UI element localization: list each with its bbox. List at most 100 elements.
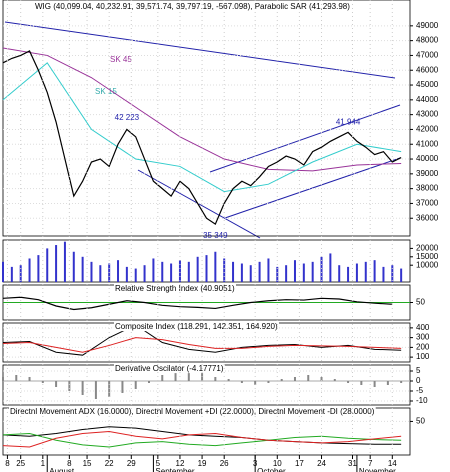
trend-line bbox=[137, 169, 261, 239]
month-label: October bbox=[257, 467, 286, 472]
y-tick-label: 48000 bbox=[416, 36, 439, 45]
y-tick-label: 300 bbox=[416, 333, 430, 342]
panel-title: Derivative Oscilator (-4.17771) bbox=[115, 364, 224, 373]
title-background bbox=[9, 407, 376, 417]
title-background bbox=[114, 322, 279, 332]
x-tick-label: 8 bbox=[67, 459, 72, 468]
bar bbox=[293, 377, 296, 381]
x-tick-label: 19 bbox=[198, 459, 207, 468]
y-tick-label: 43000 bbox=[416, 110, 439, 119]
y-tick-label: 44000 bbox=[416, 95, 439, 104]
y-tick-label: 38000 bbox=[416, 184, 439, 193]
x-tick-label: 12 bbox=[176, 459, 185, 468]
bar bbox=[147, 381, 150, 383]
bar bbox=[214, 377, 217, 381]
bar bbox=[94, 381, 97, 399]
bar bbox=[258, 261, 261, 282]
y-tick-label: 50 bbox=[416, 298, 425, 307]
bar bbox=[249, 265, 252, 282]
y-tick-label: 15000 bbox=[416, 252, 439, 261]
trend-line bbox=[209, 104, 401, 173]
bar bbox=[373, 260, 376, 282]
bar bbox=[355, 263, 358, 282]
bar bbox=[28, 377, 31, 381]
x-tick-label: 10 bbox=[273, 459, 282, 468]
y-tick-label: 37000 bbox=[416, 199, 439, 208]
bar bbox=[254, 381, 257, 385]
bar bbox=[187, 261, 190, 282]
bar bbox=[178, 260, 181, 282]
panel-title: Composite Index (118.291, 142.351, 164.9… bbox=[115, 322, 278, 331]
x-tick-label: 5 bbox=[156, 459, 161, 468]
bar bbox=[267, 258, 270, 282]
bar bbox=[81, 381, 84, 395]
bar bbox=[99, 265, 102, 282]
bar bbox=[280, 379, 283, 381]
y-tick-label: 20000 bbox=[416, 244, 439, 253]
bar bbox=[121, 381, 124, 393]
series-label: SK 15 bbox=[95, 87, 117, 96]
panel-title: Relative Strength Index (40.9051) bbox=[115, 284, 235, 293]
bar bbox=[205, 255, 208, 282]
bar bbox=[382, 266, 385, 282]
y-tick-label: 42000 bbox=[416, 125, 439, 134]
bar bbox=[223, 258, 226, 282]
bar bbox=[338, 265, 341, 282]
x-tick-label: 1 bbox=[41, 459, 46, 468]
bar bbox=[400, 381, 403, 383]
series-label: SK 45 bbox=[110, 55, 132, 64]
x-tick-label: 14 bbox=[388, 459, 397, 468]
annotation: 42 223 bbox=[115, 113, 140, 122]
price-line bbox=[2, 50, 402, 226]
bar bbox=[196, 256, 199, 282]
bar bbox=[19, 265, 22, 282]
bar bbox=[170, 263, 173, 282]
bar bbox=[63, 241, 66, 282]
price-line bbox=[2, 296, 393, 311]
bar bbox=[232, 261, 235, 282]
bar bbox=[320, 256, 323, 282]
y-tick-label: 40000 bbox=[416, 154, 439, 163]
bar bbox=[55, 381, 58, 387]
x-tick-label: 7 bbox=[368, 459, 373, 468]
y-tick-label: 50 bbox=[416, 417, 425, 426]
bar bbox=[37, 255, 40, 282]
x-tick-label: 24 bbox=[317, 459, 326, 468]
bar bbox=[214, 251, 217, 282]
bar bbox=[373, 381, 376, 387]
panel-frame bbox=[2, 0, 411, 237]
bar bbox=[55, 245, 58, 282]
y-tick-label: 0 bbox=[416, 376, 421, 385]
bar bbox=[276, 266, 279, 282]
bar bbox=[2, 377, 4, 381]
series-line bbox=[2, 47, 402, 172]
bar bbox=[90, 261, 93, 282]
bar bbox=[2, 261, 4, 282]
bar bbox=[400, 268, 403, 282]
x-tick-label: 29 bbox=[127, 459, 136, 468]
y-tick-label: 10000 bbox=[416, 260, 439, 269]
bar bbox=[347, 266, 350, 282]
trend-line bbox=[4, 21, 396, 79]
month-label: November bbox=[359, 467, 396, 472]
bar bbox=[285, 265, 288, 282]
bar bbox=[174, 371, 177, 381]
bar bbox=[134, 268, 137, 282]
bar bbox=[41, 381, 44, 383]
x-tick-label: 25 bbox=[16, 459, 25, 468]
y-tick-label: -10 bbox=[416, 396, 428, 405]
bar bbox=[386, 381, 389, 385]
y-tick-label: 45000 bbox=[416, 80, 439, 89]
y-tick-label: 100 bbox=[416, 352, 430, 361]
bar bbox=[134, 381, 137, 389]
y-tick-label: 400 bbox=[416, 323, 430, 332]
panel-title: Directnl Movement ADX (16.0000), Directn… bbox=[10, 407, 375, 416]
bar bbox=[28, 258, 31, 282]
x-tick-label: 15 bbox=[83, 459, 92, 468]
bar bbox=[125, 266, 128, 282]
bar bbox=[391, 265, 394, 282]
x-tick-label: 26 bbox=[220, 459, 229, 468]
y-tick-label: 47000 bbox=[416, 51, 439, 60]
